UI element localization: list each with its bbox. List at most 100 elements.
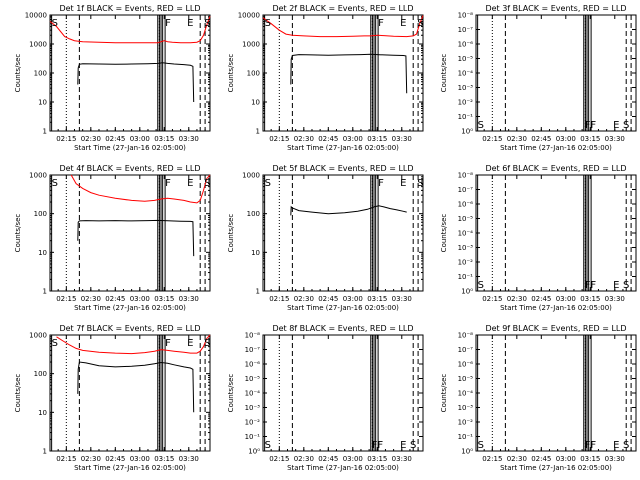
chart-title: Det 7f BLACK = Events, RED = LLD (59, 324, 200, 333)
x-tick-label: 02:30 (81, 455, 101, 463)
y-tick-label: 10⁰ (461, 288, 473, 296)
marker-label: S (478, 280, 484, 291)
y-tick-label: 10000 (25, 12, 47, 20)
x-tick-label: 02:15 (269, 455, 289, 463)
y-tick-label: 10⁻¹ (458, 113, 474, 121)
marker-label: FF (585, 120, 597, 131)
x-tick-label: 02:15 (56, 295, 76, 303)
y-tick-label: 10⁻⁶ (458, 41, 474, 49)
x-tick-label: 03:30 (392, 295, 412, 303)
marker-label: S (265, 440, 271, 451)
y-tick-label: 10⁻⁴ (458, 230, 474, 238)
x-tick-label: 03:00 (130, 135, 150, 143)
marker-label: S (623, 280, 629, 291)
x-tick-label: 02:30 (507, 455, 527, 463)
x-tick-label: 02:30 (81, 135, 101, 143)
y-tick-label: 10⁻² (458, 99, 474, 107)
series-line-black (77, 219, 195, 257)
y-tick-label: 1000 (242, 41, 260, 49)
y-tick-label: 10⁻⁷ (458, 26, 474, 34)
x-axis-label: Start Time (27-Jan-16 02:05:00) (74, 304, 186, 312)
x-axis-label: Start Time (27-Jan-16 02:05:00) (287, 304, 399, 312)
y-tick-label: 1000 (29, 41, 47, 49)
x-tick-label: 02:15 (269, 295, 289, 303)
marker-label: E (613, 440, 619, 451)
marker-label: E (187, 178, 193, 189)
chart-title: Det 2f BLACK = Events, RED = LLD (272, 4, 413, 13)
series-line-black (290, 53, 408, 94)
plot-frame (49, 174, 211, 292)
y-tick-label: 100 (34, 70, 47, 78)
y-tick-label: 1000 (29, 332, 47, 340)
y-tick-label: 10⁻⁸ (458, 12, 474, 20)
x-tick-label: 03:15 (580, 135, 600, 143)
y-tick-label: 10⁻⁸ (458, 332, 474, 340)
plot-frame (262, 14, 424, 132)
x-tick-label: 02:45 (531, 135, 551, 143)
x-tick-label: 03:00 (343, 455, 363, 463)
marker-label: S (204, 18, 210, 29)
x-tick-label: 03:00 (343, 135, 363, 143)
marker-label: S (478, 120, 484, 131)
x-axis-label: Start Time (27-Jan-16 02:05:00) (500, 144, 612, 152)
series-line-black (77, 62, 195, 103)
y-tick-label: 10 (251, 249, 260, 257)
y-tick-label: 10⁻³ (458, 404, 474, 412)
x-tick-label: 02:45 (318, 135, 338, 143)
marker-label: F (378, 18, 384, 29)
y-tick-label: 10⁻⁸ (245, 332, 261, 340)
marker-label: E (400, 18, 406, 29)
marker-label: FF (372, 440, 384, 451)
series-line-red (70, 174, 211, 204)
y-axis-label: Counts/sec (440, 54, 448, 93)
x-axis-label: Start Time (27-Jan-16 02:05:00) (287, 464, 399, 472)
y-tick-label: 1 (43, 288, 47, 296)
y-tick-label: 100 (34, 210, 47, 218)
y-tick-label: 100 (247, 70, 260, 78)
y-tick-label: 10⁻² (458, 259, 474, 267)
y-tick-label: 10⁻⁵ (245, 375, 261, 383)
x-tick-label: 02:30 (294, 295, 314, 303)
y-tick-label: 10⁻⁷ (458, 346, 474, 354)
x-tick-label: 02:45 (318, 455, 338, 463)
marker-label: S (478, 440, 484, 451)
marker-label: E (187, 338, 193, 349)
x-tick-label: 03:30 (605, 455, 625, 463)
y-tick-label: 1 (43, 128, 47, 136)
x-tick-label: 03:15 (367, 135, 387, 143)
chart-title: Det 8f BLACK = Events, RED = LLD (272, 324, 413, 333)
y-tick-label: 10⁻¹ (245, 433, 261, 441)
marker-label: S (204, 178, 210, 189)
marker-label: S (52, 178, 58, 189)
y-tick-label: 1 (256, 288, 260, 296)
x-tick-label: 03:00 (130, 455, 150, 463)
x-tick-label: 02:15 (56, 135, 76, 143)
x-tick-label: 02:45 (318, 295, 338, 303)
marker-label: S (623, 440, 629, 451)
y-tick-label: 10⁻⁷ (458, 186, 474, 194)
x-tick-label: 03:30 (179, 135, 199, 143)
y-tick-label: 10⁻¹ (458, 273, 474, 281)
series-line-black (290, 205, 407, 216)
marker-label: F (165, 178, 171, 189)
marker-label: S (623, 120, 629, 131)
x-tick-label: 03:15 (580, 455, 600, 463)
y-tick-label: 10⁻² (245, 419, 261, 427)
x-tick-label: 02:30 (81, 295, 101, 303)
x-tick-label: 02:30 (294, 135, 314, 143)
y-tick-label: 10⁻⁸ (458, 172, 474, 180)
y-tick-label: 10⁻³ (458, 84, 474, 92)
y-axis-label: Counts/sec (14, 54, 22, 93)
marker-label: E (613, 120, 619, 131)
y-tick-label: 10⁻⁴ (458, 70, 474, 78)
x-tick-label: 02:15 (482, 455, 502, 463)
marker-label: S (265, 178, 271, 189)
y-axis-label: Counts/sec (440, 374, 448, 413)
y-axis-label: Counts/sec (227, 214, 235, 253)
series-line-red (262, 15, 424, 38)
chart-title: Det 1f BLACK = Events, RED = LLD (59, 4, 200, 13)
plot-frame (262, 334, 424, 452)
x-axis-label: Start Time (27-Jan-16 02:05:00) (500, 304, 612, 312)
x-tick-label: 03:30 (392, 455, 412, 463)
x-tick-label: 03:15 (154, 295, 174, 303)
